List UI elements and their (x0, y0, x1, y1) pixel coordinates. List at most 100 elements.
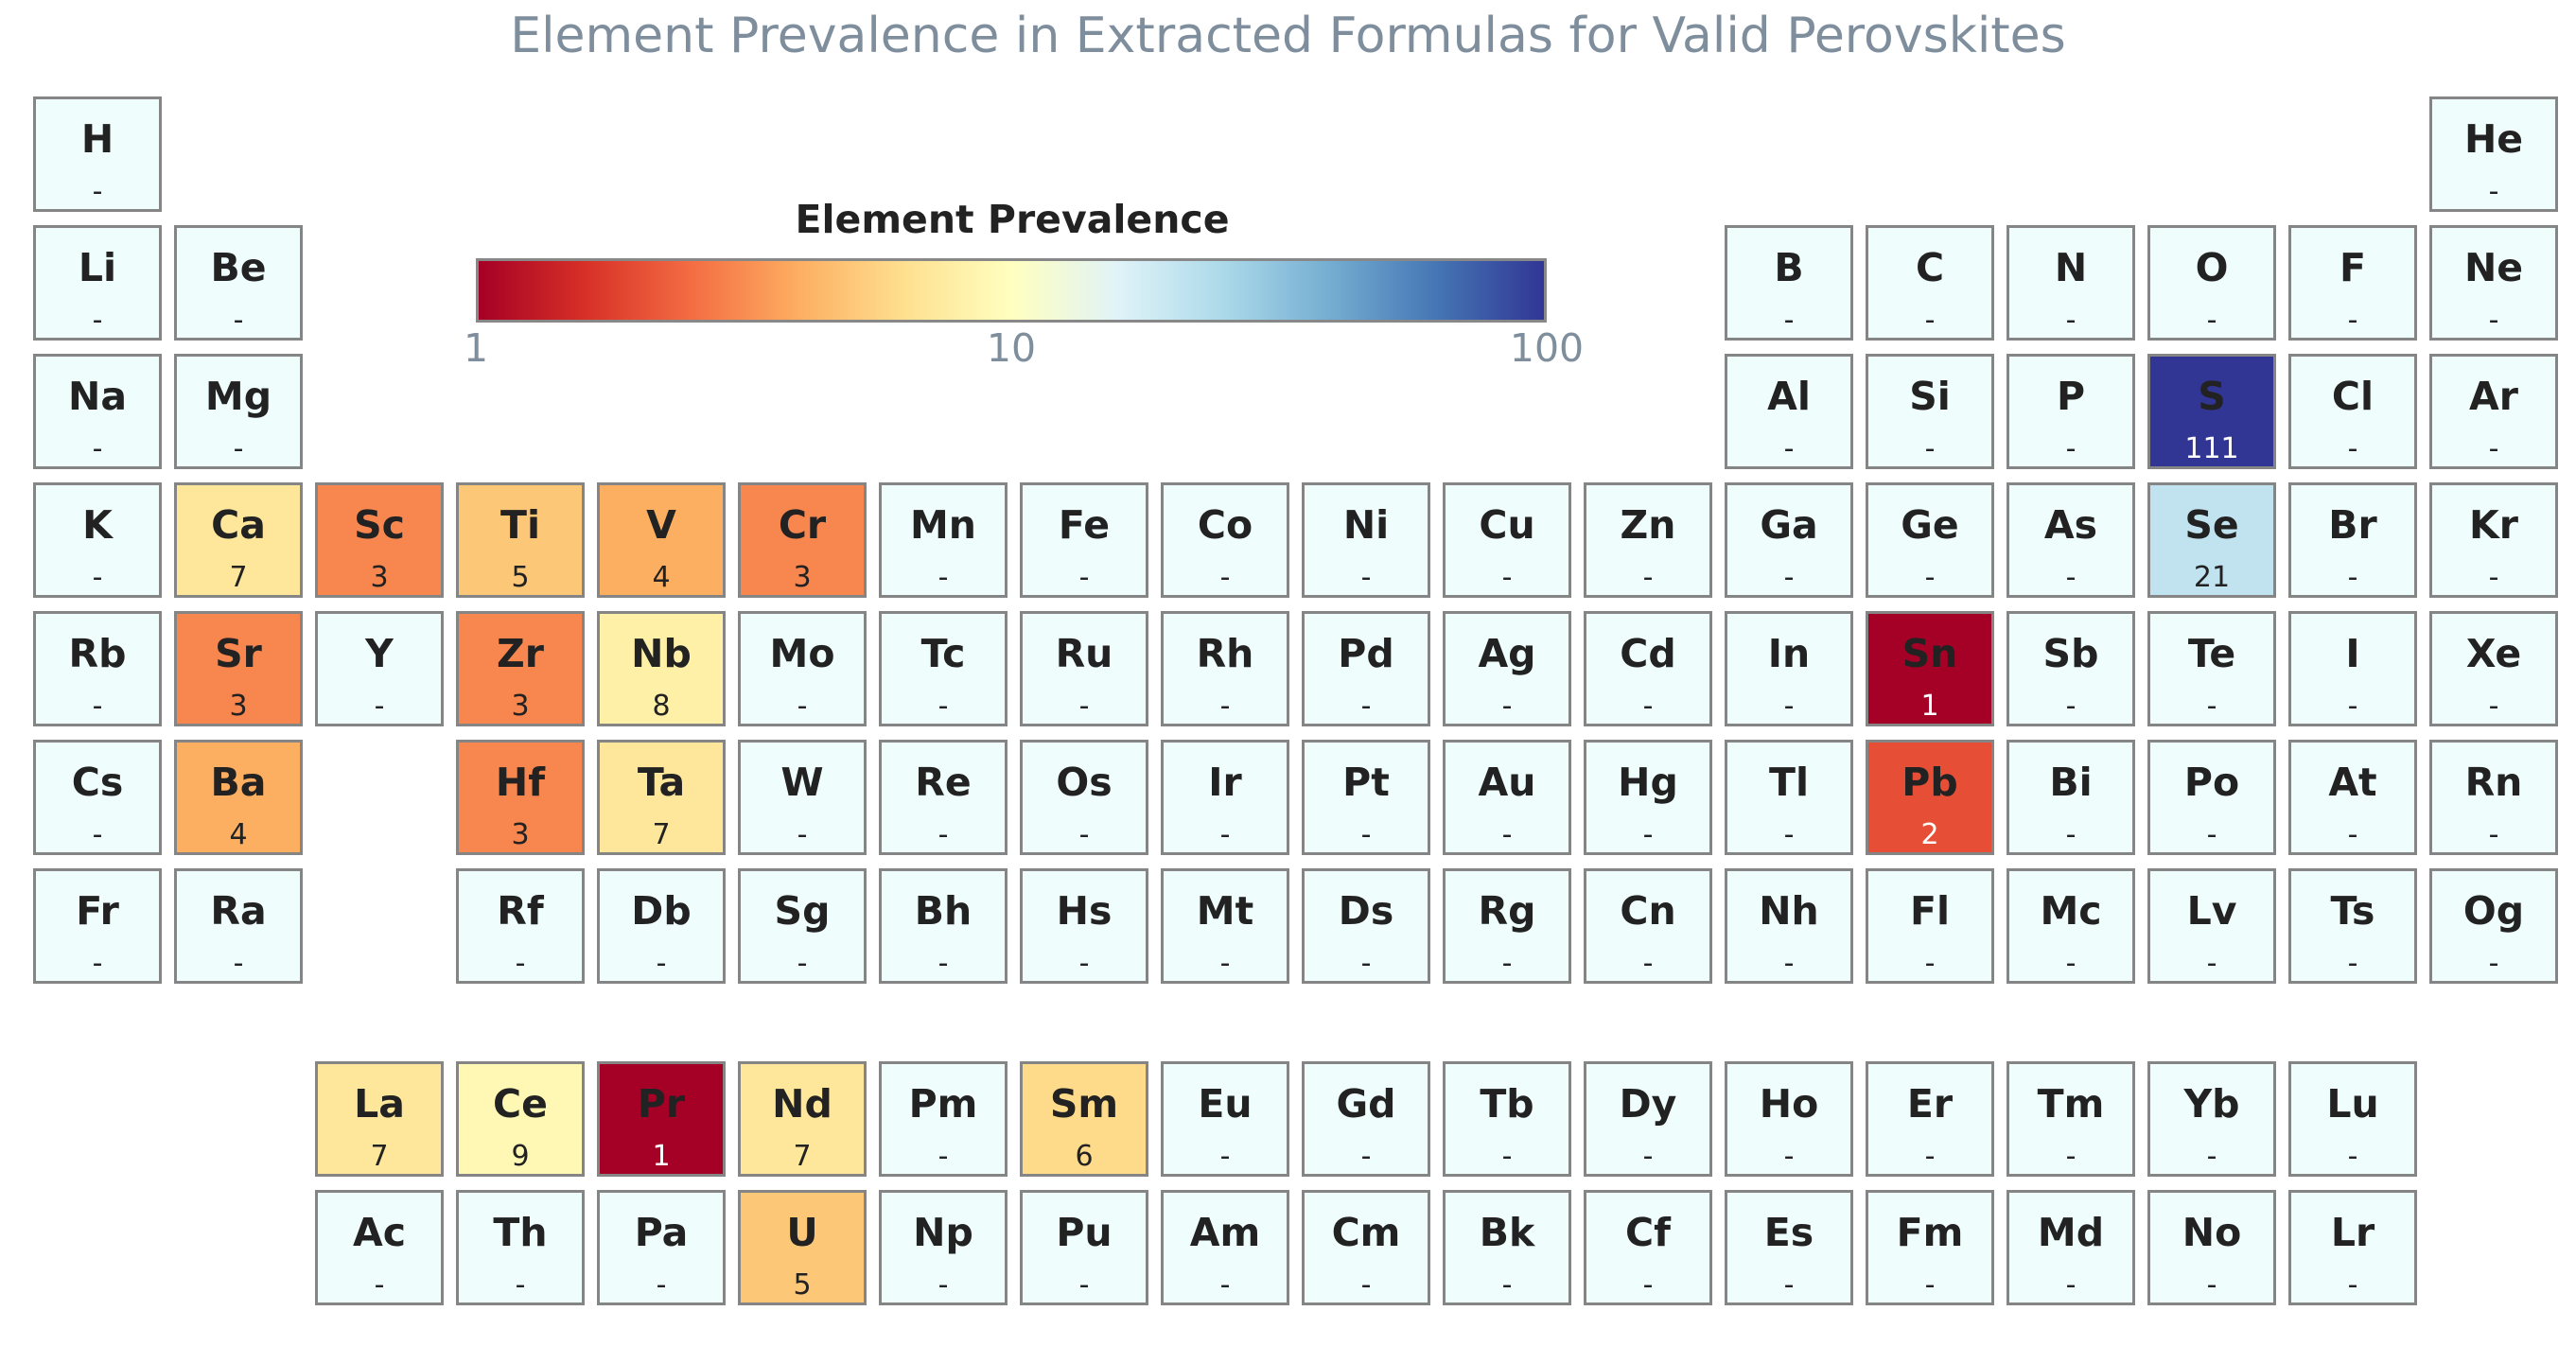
element-cell-tc: Tc - (879, 611, 1008, 726)
element-cell-ni: Ni - (1302, 482, 1430, 598)
element-value: - (2488, 432, 2499, 465)
element-value: - (938, 818, 949, 851)
element-symbol: Mg (204, 374, 272, 419)
element-value: - (1642, 947, 1654, 980)
element-symbol: F (2339, 245, 2366, 290)
element-cell-he: He - (2429, 96, 2558, 212)
element-symbol: Ds (1338, 888, 1394, 934)
element-symbol: Au (1478, 760, 1536, 805)
element-value: - (374, 690, 385, 723)
element-cell-np: Np - (879, 1190, 1008, 1305)
element-symbol: Al (1767, 374, 1811, 419)
element-symbol: Lu (2326, 1081, 2379, 1127)
element-value: - (92, 432, 103, 465)
element-value: - (2347, 561, 2358, 594)
element-cell-al: Al - (1725, 354, 1853, 469)
element-value: - (1783, 1140, 1795, 1173)
element-symbol: Ag (1478, 631, 1536, 676)
element-value: - (656, 947, 667, 980)
element-value: 9 (511, 1140, 530, 1173)
element-symbol: Pu (1056, 1210, 1113, 1255)
element-value: 4 (229, 818, 248, 851)
element-value: - (2206, 690, 2217, 723)
element-symbol: Er (1906, 1081, 1954, 1127)
element-value: - (797, 690, 808, 723)
element-value: - (2065, 432, 2077, 465)
element-value: - (2488, 561, 2499, 594)
element-cell-i: I- (2288, 611, 2417, 726)
element-cell-ru: Ru - (1020, 611, 1148, 726)
element-value: - (374, 1268, 385, 1302)
element-cell-xe: Xe - (2429, 611, 2558, 726)
element-symbol: Eu (1198, 1081, 1253, 1127)
element-value: - (233, 432, 244, 465)
element-symbol: Pr (637, 1081, 686, 1127)
element-value: - (92, 947, 103, 980)
element-cell-lu: Lu - (2288, 1061, 2417, 1177)
element-value: - (938, 561, 949, 594)
element-value: - (1924, 432, 1936, 465)
element-cell-cu: Cu - (1443, 482, 1571, 598)
element-symbol: Re (915, 760, 972, 805)
element-symbol: Fl (1909, 888, 1951, 934)
element-value: - (92, 175, 103, 208)
element-symbol: In (1767, 631, 1811, 676)
element-cell-na: Na - (33, 354, 162, 469)
element-symbol: Ra (210, 888, 267, 934)
element-symbol: Y (365, 631, 394, 676)
element-cell-ga: Ga - (1725, 482, 1853, 598)
element-value: 7 (370, 1140, 389, 1173)
element-cell-sr: Sr 3 (174, 611, 303, 726)
element-symbol: Ba (210, 760, 267, 805)
element-symbol: Sg (774, 888, 831, 934)
element-value: 5 (793, 1268, 812, 1302)
element-cell-rh: Rh - (1161, 611, 1289, 726)
element-symbol: Fr (76, 888, 119, 934)
element-cell-fl: Fl - (1866, 868, 1994, 984)
element-value: - (1360, 1140, 1372, 1173)
element-cell-fr: Fr - (33, 868, 162, 984)
element-value: - (1219, 1140, 1231, 1173)
element-cell-os: Os - (1020, 740, 1148, 855)
element-symbol: Th (493, 1210, 548, 1255)
element-symbol: La (354, 1081, 405, 1127)
element-cell-ac: Ac - (315, 1190, 444, 1305)
element-value: - (1360, 947, 1372, 980)
element-value: - (92, 561, 103, 594)
element-cell-ge: Ge - (1866, 482, 1994, 598)
element-cell-pr: Pr 1 (597, 1061, 726, 1177)
element-cell-db: Db - (597, 868, 726, 984)
colorbar-tick-label: 1 (463, 325, 489, 371)
element-cell-ts: Ts - (2288, 868, 2417, 984)
element-value: - (1078, 561, 1090, 594)
element-symbol: Rg (1478, 888, 1536, 934)
element-cell-gd: Gd - (1302, 1061, 1430, 1177)
element-symbol: Nd (772, 1081, 832, 1127)
element-cell-cr: Cr 3 (738, 482, 867, 598)
element-cell-ta: Ta 7 (597, 740, 726, 855)
element-cell-am: Am - (1161, 1190, 1289, 1305)
element-value: - (1078, 690, 1090, 723)
element-cell-ce: Ce 9 (456, 1061, 585, 1177)
chart-title: Element Prevalence in Extracted Formulas… (510, 8, 2066, 64)
element-value: - (938, 1140, 949, 1173)
element-value: - (1501, 947, 1513, 980)
colorbar-tick-label: 100 (1509, 325, 1585, 371)
element-value: - (1783, 818, 1795, 851)
element-symbol: H (80, 116, 114, 162)
element-symbol: Yb (2183, 1081, 2240, 1127)
element-symbol: He (2463, 116, 2524, 162)
element-symbol: N (2054, 245, 2088, 290)
element-value: - (2065, 690, 2077, 723)
element-cell-lv: Lv - (2147, 868, 2276, 984)
element-symbol: Mo (769, 631, 835, 676)
element-value: - (2488, 690, 2499, 723)
element-value: - (1642, 690, 1654, 723)
element-symbol: Lv (2186, 888, 2237, 934)
element-cell-mt: Mt - (1161, 868, 1289, 984)
element-value: - (797, 818, 808, 851)
element-cell-hg: Hg - (1584, 740, 1712, 855)
colorbar-title: Element Prevalence (795, 197, 1230, 242)
element-value: - (1924, 1140, 1936, 1173)
element-symbol: Cu (1479, 502, 1535, 548)
